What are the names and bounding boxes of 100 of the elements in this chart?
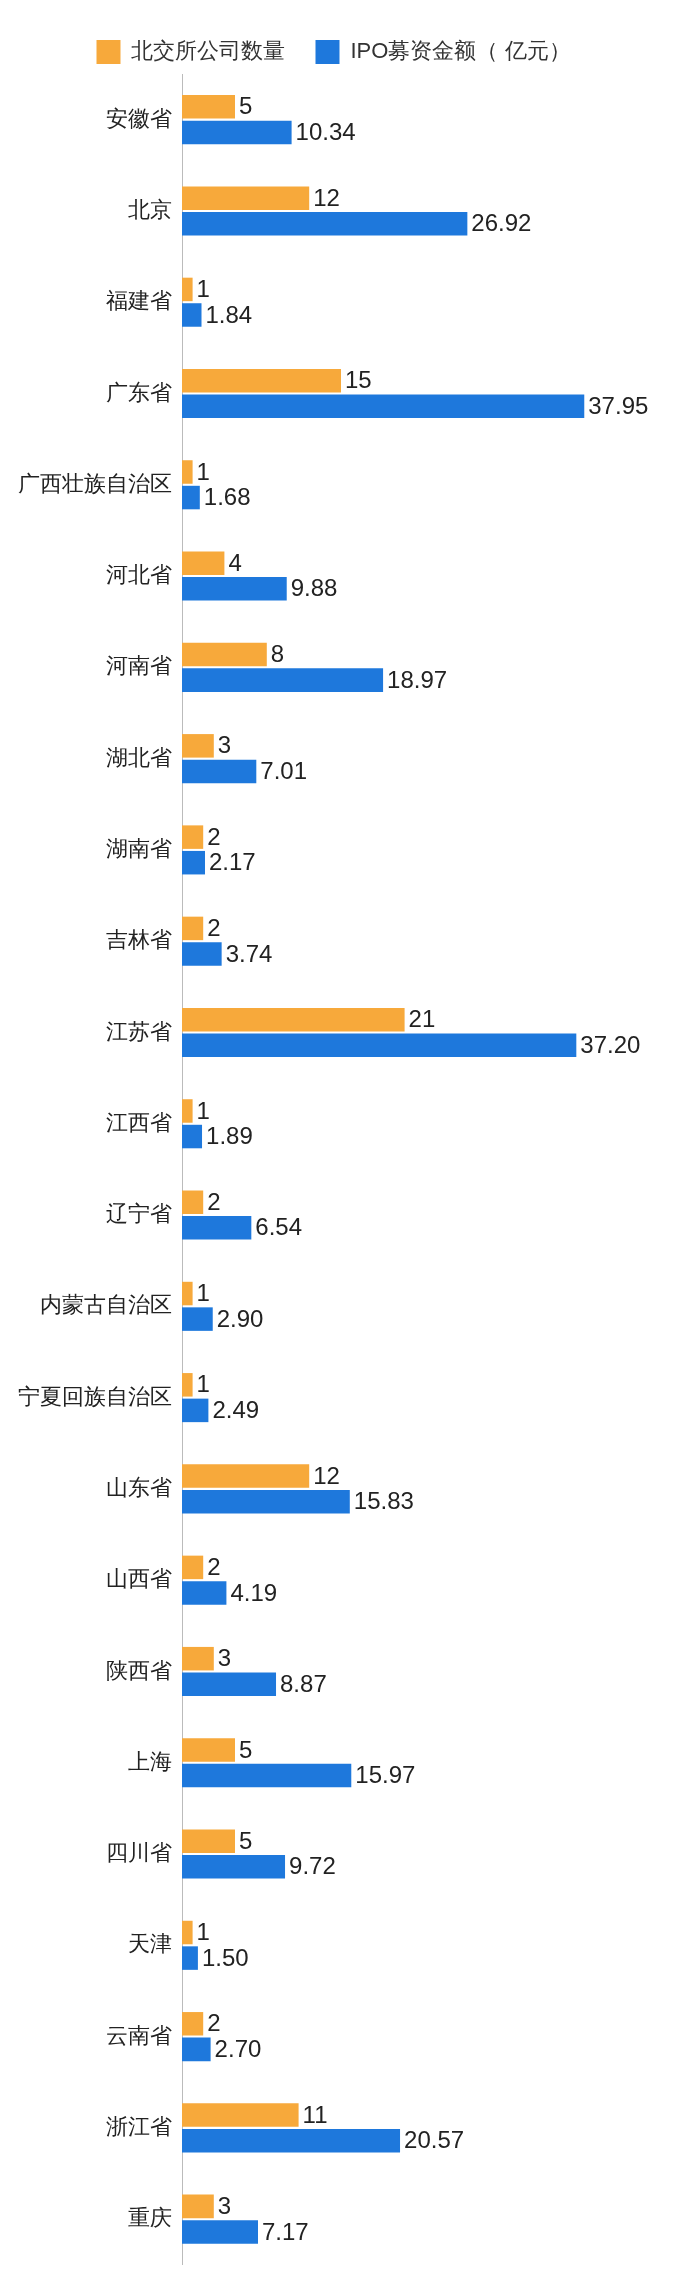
data-label: 3 [217, 731, 232, 759]
data-label: 2 [207, 822, 221, 850]
bar [182, 1829, 235, 1853]
y-tick-label: 内蒙古自治区 [40, 1292, 172, 1318]
legend-label: IPO募资金额（ 亿元） [350, 38, 571, 64]
bar [182, 1646, 214, 1671]
y-tick-label: 天津 [128, 1931, 172, 1957]
data-label: 1 [196, 1918, 210, 1946]
bar [182, 1946, 198, 1970]
bar [182, 916, 204, 941]
y-tick-label: 河北省 [106, 562, 172, 588]
data-label: 2.70 [214, 2035, 262, 2062]
data-label: 9.72 [289, 1852, 336, 1880]
y-tick-label: 河南省 [106, 653, 172, 679]
bar [182, 668, 384, 692]
data-label: 11 [302, 2100, 328, 2128]
data-label: 4 [228, 548, 242, 576]
data-label: 5 [239, 92, 253, 120]
bar [182, 1738, 235, 1762]
bar [182, 1398, 209, 1423]
bar [182, 551, 225, 576]
data-label: 26.92 [471, 209, 532, 237]
data-label: 2 [207, 2009, 221, 2037]
y-tick-label: 陕西省 [106, 1657, 172, 1683]
data-label: 1 [196, 275, 210, 303]
data-label: 2.49 [212, 1396, 260, 1424]
y-tick-label: 江西省 [106, 1109, 172, 1135]
data-label: 15.97 [355, 1761, 416, 1789]
bar [182, 1855, 286, 1879]
bar [182, 577, 287, 601]
data-label: 2.90 [216, 1304, 264, 1332]
data-label: 3.74 [225, 939, 273, 967]
bar [182, 1373, 193, 1397]
y-tick-label: 浙江省 [106, 2113, 172, 2139]
data-label: 10.34 [295, 118, 356, 146]
bar [182, 1464, 310, 1488]
y-tick-label: 北京 [128, 196, 172, 222]
bar [182, 186, 310, 210]
bar [182, 2220, 258, 2244]
data-label: 1.68 [203, 483, 251, 511]
data-label: 9.88 [290, 574, 338, 602]
bar [182, 485, 200, 510]
bar [182, 211, 468, 236]
bar [182, 303, 202, 327]
bar [182, 850, 205, 875]
bar [182, 2037, 211, 2062]
data-label: 2.17 [209, 848, 256, 876]
data-label: 1 [196, 1370, 210, 1398]
bar [182, 734, 214, 758]
y-tick-label: 宁夏回族自治区 [18, 1383, 172, 1409]
bar [182, 120, 292, 145]
data-label: 2 [207, 1553, 221, 1581]
bar [182, 1033, 577, 1058]
y-tick-label: 广东省 [106, 379, 172, 405]
data-label: 2 [207, 1187, 221, 1215]
bar [182, 95, 235, 119]
y-tick-label: 湖北省 [106, 744, 172, 770]
bar [182, 759, 257, 784]
bar [182, 394, 585, 419]
bar [182, 460, 193, 484]
data-label: 5 [239, 1735, 253, 1763]
bar [182, 642, 267, 667]
data-label: 7.01 [260, 757, 308, 785]
bar [182, 1216, 252, 1240]
data-label: 37.95 [588, 391, 649, 419]
bar [182, 942, 222, 966]
bar [182, 368, 341, 393]
bar [182, 1281, 193, 1306]
bar [182, 1489, 350, 1514]
data-label: 15 [345, 366, 372, 394]
data-label: 8 [270, 640, 285, 668]
y-tick-label: 吉林省 [106, 927, 172, 953]
bar [182, 2012, 204, 2036]
legend-label: 北交所公司数量 [131, 38, 286, 64]
bar [182, 1190, 204, 1215]
data-label: 2 [207, 914, 221, 942]
y-tick-label: 山西省 [106, 1566, 172, 1592]
data-label: 1.50 [201, 1943, 249, 1971]
data-label: 8.87 [280, 1669, 327, 1697]
data-label: 21 [408, 1005, 436, 1033]
y-tick-label: 辽宁省 [106, 1201, 172, 1227]
y-tick-label: 云南省 [106, 2022, 172, 2048]
data-label: 12 [313, 1461, 340, 1489]
data-label: 1 [196, 1096, 210, 1124]
y-tick-label: 广西壮族自治区 [18, 470, 172, 496]
data-label: 12 [313, 183, 340, 211]
data-label: 18.97 [387, 665, 448, 693]
bar [182, 1672, 277, 1696]
data-label: 7.17 [262, 2217, 309, 2245]
data-label: 1.89 [206, 1122, 253, 1150]
data-label: 20.57 [404, 2126, 465, 2154]
bar [182, 2194, 214, 2219]
y-tick-label: 安徽省 [106, 105, 172, 131]
y-tick-label: 山东省 [106, 1474, 172, 1500]
data-label: 15.83 [353, 1487, 414, 1515]
data-label: 4.19 [230, 1578, 278, 1606]
data-label: 1.84 [205, 300, 253, 328]
bar [182, 825, 204, 849]
data-label: 6.54 [255, 1213, 303, 1241]
y-tick-label: 福建省 [106, 288, 172, 314]
